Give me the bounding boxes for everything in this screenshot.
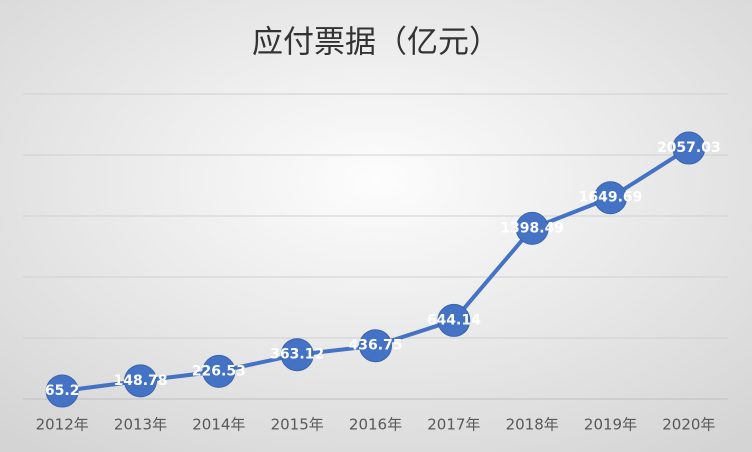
x-tick-label: 2017年 xyxy=(427,416,480,434)
data-label: 1398.49 xyxy=(500,220,564,236)
x-tick-label: 2020年 xyxy=(662,416,715,434)
chart-title: 应付票据（亿元） xyxy=(252,25,500,61)
marker xyxy=(202,354,236,388)
data-label: 65.2 xyxy=(45,383,80,399)
data-label: 2057.03 xyxy=(657,140,721,156)
marker xyxy=(280,338,314,372)
marker xyxy=(594,181,627,215)
data-label: 644.14 xyxy=(427,312,481,328)
x-tick-label: 2013年 xyxy=(114,416,167,434)
marker xyxy=(45,374,79,408)
marker xyxy=(437,303,471,337)
marker xyxy=(359,329,392,363)
data-label: 226.53 xyxy=(192,363,246,379)
data-label: 1649.69 xyxy=(579,190,643,206)
x-tick-label: 2015年 xyxy=(271,416,324,434)
x-tick-label: 2019年 xyxy=(584,416,637,434)
marker xyxy=(124,364,157,398)
data-label: 436.75 xyxy=(348,338,402,354)
marker xyxy=(672,131,706,165)
x-tick-label: 2014年 xyxy=(192,416,245,434)
data-label: 363.12 xyxy=(270,347,324,363)
marker xyxy=(515,211,549,245)
x-tick-label: 2018年 xyxy=(506,416,559,434)
x-tick-label: 2012年 xyxy=(36,416,89,434)
x-tick-label: 2016年 xyxy=(349,416,402,434)
data-label: 148.78 xyxy=(113,373,167,389)
